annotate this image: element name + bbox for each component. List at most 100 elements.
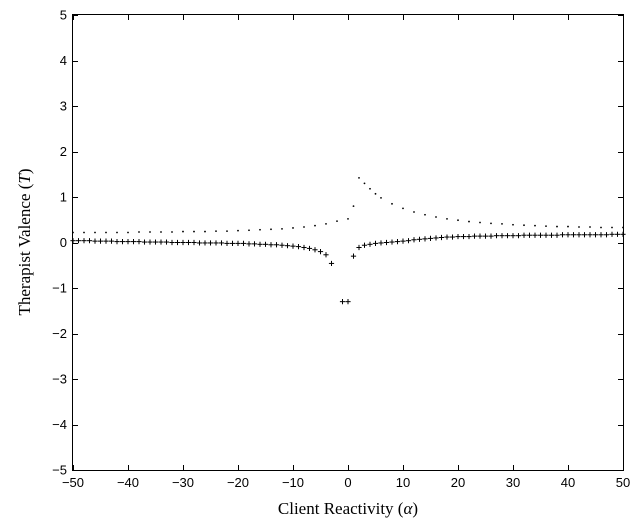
data-point-dot <box>369 187 371 190</box>
data-point-plus <box>290 243 296 249</box>
data-point-plus <box>521 232 527 238</box>
data-point-plus <box>372 240 379 247</box>
x-tick-label: −40 <box>117 475 139 490</box>
data-point-dot <box>171 231 173 233</box>
data-point-plus <box>411 237 417 243</box>
data-point-plus <box>488 233 494 239</box>
y-tick-label: −2 <box>52 326 67 341</box>
data-point-dot <box>215 230 217 233</box>
data-point-dot <box>424 213 426 216</box>
data-point-plus <box>174 239 181 246</box>
data-point-plus <box>141 239 148 245</box>
data-point-plus <box>235 240 241 247</box>
data-point-plus <box>361 242 368 248</box>
data-point-plus <box>125 238 131 245</box>
x-tick-label: 0 <box>344 475 351 490</box>
data-point-dot <box>479 221 481 224</box>
data-point-plus <box>251 241 258 247</box>
data-point-dot <box>204 230 206 233</box>
data-point-dot <box>534 224 536 227</box>
data-point-dot <box>446 217 448 220</box>
data-point-plus <box>554 232 560 238</box>
data-point-plus <box>295 243 302 250</box>
data-point-plus <box>449 234 456 240</box>
data-point-plus <box>207 240 214 246</box>
data-point-plus <box>75 238 82 244</box>
data-point-plus <box>218 240 225 246</box>
data-point-dot <box>501 222 503 225</box>
data-marks <box>70 176 626 305</box>
data-point-plus <box>515 233 522 239</box>
data-point-plus <box>565 232 571 238</box>
data-point-plus <box>328 260 335 267</box>
y-tick-label: 1 <box>60 190 67 205</box>
data-point-plus <box>213 240 219 246</box>
x-tick-label: −10 <box>282 475 304 490</box>
data-point-plus <box>598 232 604 238</box>
x-tick-label: 50 <box>616 475 630 490</box>
data-point-plus <box>466 233 472 240</box>
data-point-plus <box>444 234 450 240</box>
data-point-plus <box>400 238 406 244</box>
data-point-dot <box>468 220 470 223</box>
data-point-dot <box>259 228 261 231</box>
data-point-dot <box>160 231 162 233</box>
data-point-plus <box>246 241 252 247</box>
data-point-plus <box>394 238 401 245</box>
data-point-plus <box>416 236 423 242</box>
data-point-plus <box>576 232 582 238</box>
data-point-dot <box>248 229 250 232</box>
y-tick-label: −4 <box>52 417 67 432</box>
data-point-plus <box>455 233 461 240</box>
data-point-plus <box>532 232 538 238</box>
data-point-plus <box>279 242 285 248</box>
data-point-plus <box>224 240 230 247</box>
data-point-dot <box>149 231 151 233</box>
x-tick-label: 40 <box>561 475 575 490</box>
data-point-plus <box>559 232 566 238</box>
data-point-plus <box>284 243 291 249</box>
data-point-dot <box>611 226 613 229</box>
x-tick-label: −50 <box>62 475 84 490</box>
y-tick-label: 4 <box>60 53 67 68</box>
data-point-plus <box>158 239 164 245</box>
data-point-plus <box>202 240 208 246</box>
x-tick-label: 20 <box>451 475 465 490</box>
data-point-dot <box>380 197 382 199</box>
x-tick-labels: −50 −40 −30 −20 −10 0 10 20 30 40 50 <box>62 475 630 490</box>
data-point-plus <box>185 239 192 246</box>
data-point-plus <box>548 232 555 238</box>
data-point-plus <box>460 233 467 240</box>
data-point-plus <box>526 232 533 238</box>
data-point-plus <box>345 299 351 305</box>
y-tick-labels: −5 −4 −3 −2 −1 0 1 2 3 4 5 <box>52 8 67 478</box>
data-point-dot <box>435 216 437 218</box>
data-point-plus <box>70 238 76 244</box>
data-point-plus <box>603 232 610 238</box>
data-point-plus <box>86 238 93 244</box>
data-point-dot <box>105 231 107 234</box>
data-point-plus <box>620 231 626 237</box>
y-tick-label: −3 <box>52 372 67 387</box>
data-point-dot <box>352 205 355 208</box>
data-point-plus <box>510 233 516 239</box>
data-point-dot <box>83 231 85 234</box>
data-point-dot <box>567 225 569 228</box>
data-point-plus <box>389 239 395 245</box>
data-point-dot <box>358 176 360 179</box>
data-point-plus <box>317 249 324 255</box>
data-point-plus <box>356 244 362 251</box>
data-point-plus <box>240 240 247 247</box>
x-tick-label: −20 <box>227 475 249 490</box>
data-point-plus <box>367 241 373 247</box>
data-point-dot <box>589 226 591 228</box>
data-point-dot <box>237 229 239 232</box>
data-point-dot <box>94 231 96 234</box>
data-point-plus <box>350 253 357 259</box>
data-point-plus <box>383 239 390 246</box>
data-point-plus <box>196 240 203 246</box>
y-tick-label: 2 <box>60 144 67 159</box>
data-point-plus <box>614 231 621 237</box>
data-point-plus <box>378 240 384 246</box>
data-point-plus <box>180 239 186 246</box>
